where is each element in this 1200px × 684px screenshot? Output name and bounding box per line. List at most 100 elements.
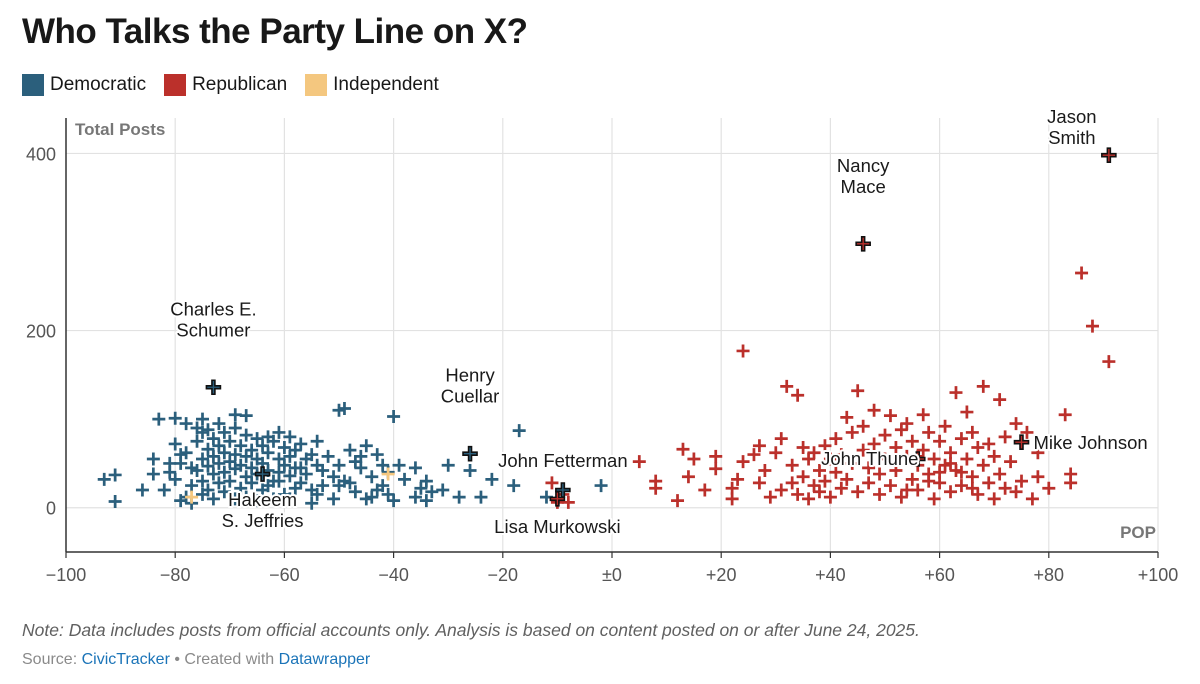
democratic-point	[332, 479, 346, 493]
democratic-point	[190, 464, 204, 478]
democratic-point	[277, 440, 291, 454]
legend-label-independent: Independent	[333, 74, 439, 95]
democratic-point	[234, 481, 248, 495]
annotation-line: Smith	[1048, 127, 1095, 148]
republican-point	[840, 472, 854, 486]
democratic-point	[239, 470, 253, 484]
democratic-point	[343, 443, 357, 457]
republican-point	[763, 490, 777, 504]
republican-point	[976, 458, 990, 472]
republican-point	[1085, 319, 1099, 333]
annotation-label: Lisa Murkowski	[494, 516, 620, 537]
democratic-point	[283, 492, 297, 506]
democratic-point	[245, 476, 259, 490]
republican-point	[725, 481, 739, 495]
republican-point	[1075, 266, 1089, 280]
democratic-point	[185, 461, 199, 475]
republican-point	[965, 425, 979, 439]
highlighted-point	[1101, 147, 1117, 163]
annotation-line: S. Jeffries	[222, 510, 304, 531]
created-with-text: • Created with	[169, 651, 279, 668]
republican-point	[944, 456, 958, 470]
republican-point	[993, 393, 1007, 407]
source-link[interactable]: CivicTracker	[81, 651, 170, 668]
republican-point	[1058, 408, 1072, 422]
republican-point	[894, 490, 908, 504]
democratic-point	[196, 452, 209, 466]
republican-point	[823, 452, 837, 466]
democratic-point	[376, 479, 390, 493]
republican-point	[883, 409, 897, 423]
datawrapper-link[interactable]: Datawrapper	[278, 651, 371, 668]
highlighted-point	[1013, 434, 1030, 450]
highlighted-point	[909, 451, 926, 467]
republican-point	[818, 474, 832, 488]
republican-point	[758, 464, 772, 478]
democratic-point	[327, 492, 341, 506]
republican-point	[671, 494, 685, 508]
republican-point	[960, 405, 974, 419]
democratic-point	[250, 432, 264, 446]
democratic-point	[310, 487, 324, 501]
y-tick-label: 400	[26, 144, 56, 164]
democratic-point	[206, 432, 220, 446]
democratic-point	[239, 449, 253, 463]
republican-point	[731, 472, 745, 486]
annotation-line: John Thune	[821, 448, 918, 469]
republican-point	[545, 476, 559, 490]
republican-point	[1042, 481, 1056, 495]
democratic-point	[261, 430, 275, 444]
democratic-point	[261, 479, 275, 493]
republican-point	[971, 440, 985, 454]
democratic-point	[174, 456, 188, 470]
chart-source: Source: CivicTracker • Created with Data…	[22, 651, 370, 669]
republican-point	[883, 479, 897, 493]
democratic-point	[436, 483, 450, 497]
x-tick-label: −40	[378, 565, 409, 585]
republican-point	[922, 474, 936, 488]
republican-point	[736, 344, 750, 358]
democratic-point	[228, 408, 242, 422]
democratic-point	[228, 421, 242, 435]
republican-point	[796, 470, 810, 484]
legend-item-independent: Independent	[305, 74, 439, 96]
republican-point	[944, 485, 958, 499]
annotation-line: Jason	[1047, 106, 1096, 127]
annotation-line: Mike Johnson	[1034, 432, 1148, 453]
democratic-point	[310, 458, 324, 472]
democratic-point	[387, 409, 401, 423]
annotation-line: Hakeem	[228, 489, 297, 510]
highlighted-point	[549, 491, 566, 507]
republican-point	[851, 384, 865, 398]
republican-point	[1009, 417, 1023, 431]
democratic-point	[135, 483, 149, 497]
democratic-point	[146, 452, 160, 466]
democratic-point	[327, 470, 341, 484]
democratic-point	[174, 448, 188, 462]
republican-point	[725, 492, 739, 506]
republican-point	[916, 443, 930, 457]
x-tick-label: ±0	[602, 565, 622, 585]
page-title: Who Talks the Party Line on X?	[22, 12, 528, 51]
democratic-point	[168, 437, 182, 451]
republican-point	[976, 379, 990, 393]
democratic-point	[234, 439, 248, 453]
republican-point	[698, 483, 712, 497]
annotation-line: Schumer	[176, 319, 250, 340]
democratic-point	[108, 468, 122, 482]
democratic-point	[305, 448, 319, 462]
democratic-point	[381, 487, 395, 501]
democratic-point	[305, 483, 319, 497]
republican-point	[998, 430, 1012, 444]
republican-point	[845, 425, 859, 439]
democratic-point	[272, 452, 286, 466]
republican-point	[911, 483, 925, 497]
annotation-label: Jason Smith	[1047, 106, 1096, 148]
democratic-point	[452, 490, 466, 504]
democratic-point	[234, 458, 248, 472]
republican-point	[687, 452, 701, 466]
republican-point	[982, 476, 996, 490]
republican-point	[791, 487, 805, 501]
republican-point	[1015, 474, 1028, 488]
democratic-point	[321, 449, 335, 463]
